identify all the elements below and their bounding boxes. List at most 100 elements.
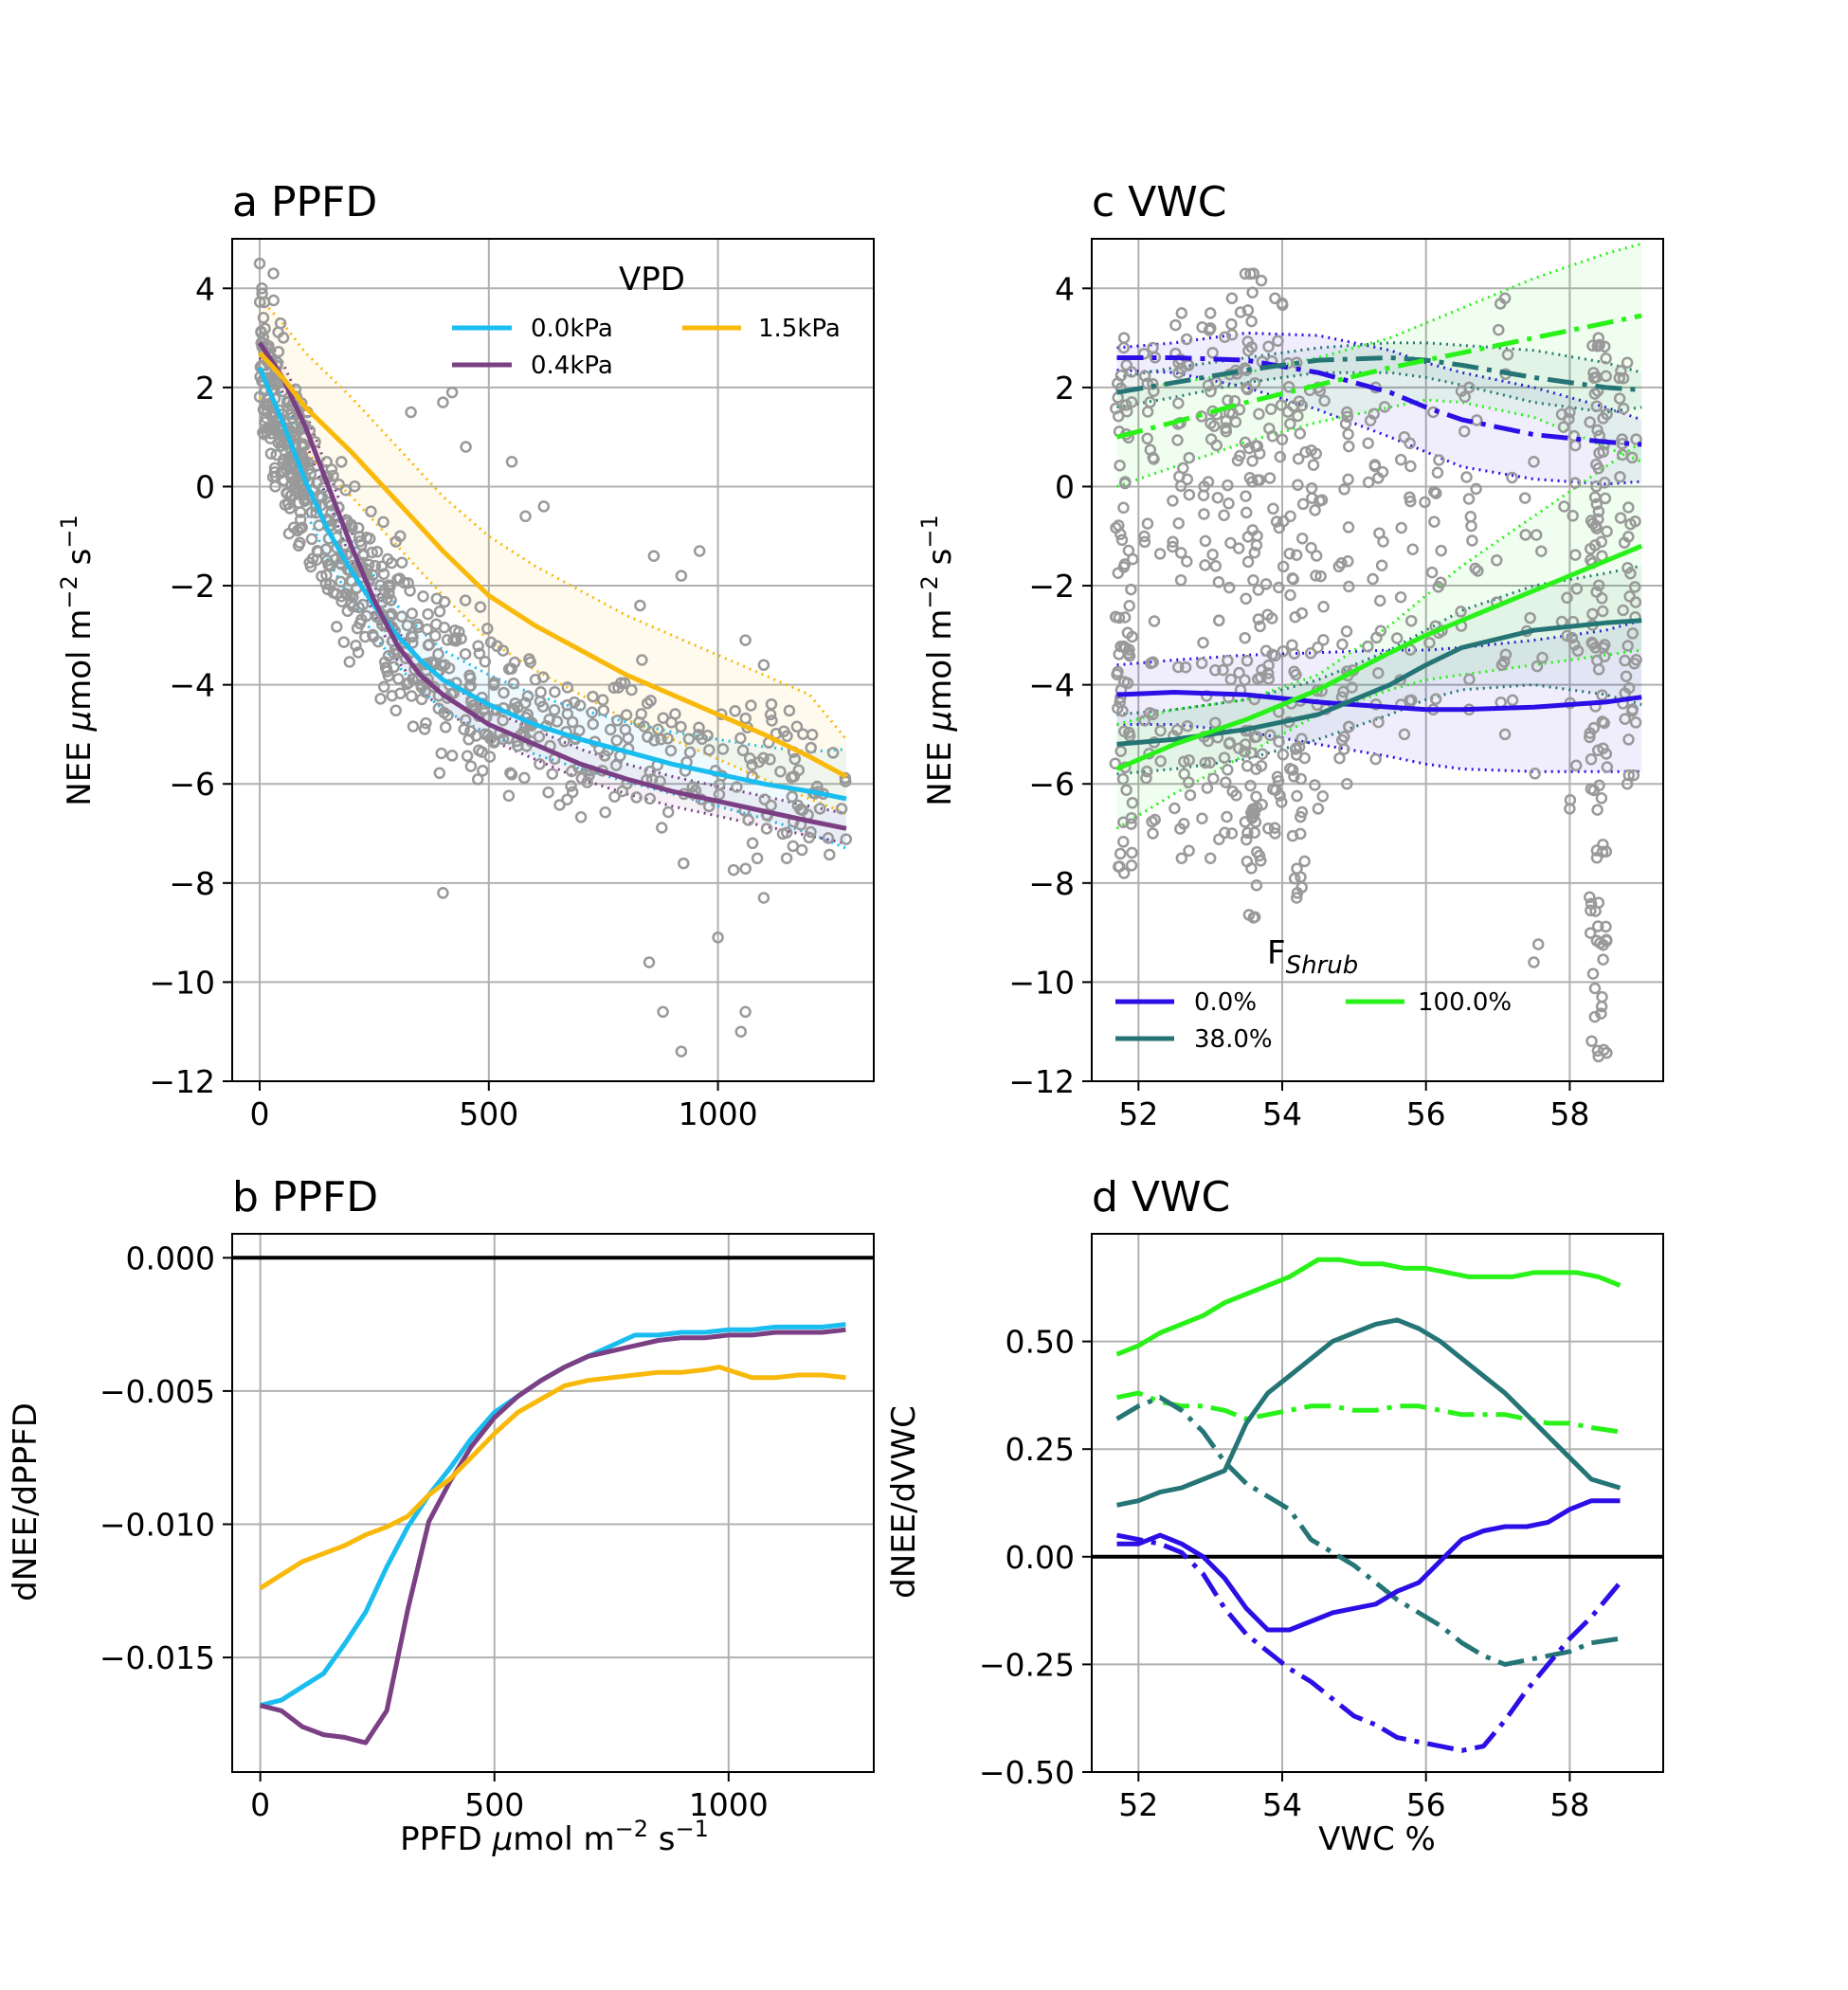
- scatter-point: [377, 568, 390, 580]
- scatter-point: [449, 632, 462, 644]
- scatter-point: [1263, 472, 1277, 484]
- scatter-point: [1276, 433, 1289, 446]
- scatter-point: [504, 767, 516, 779]
- scatter-point: [661, 805, 675, 819]
- scatter-point: [1125, 811, 1138, 824]
- scatter-point: [824, 848, 836, 861]
- scatter-point: [1224, 536, 1237, 550]
- scatter-point: [422, 607, 434, 621]
- scatter-point: [1154, 724, 1167, 737]
- scatter-point: [1338, 483, 1350, 496]
- scatter-point: [1222, 654, 1234, 667]
- scatter-point: [534, 686, 547, 698]
- scatter-point: [381, 552, 394, 566]
- scatter-point: [693, 545, 706, 557]
- scatter-point: [1147, 377, 1159, 390]
- scatter-point: [374, 693, 387, 705]
- scatter-point: [1264, 729, 1277, 742]
- scatter-point: [1564, 406, 1576, 419]
- scatter-point: [1241, 655, 1254, 667]
- scatter-point: [1299, 445, 1312, 459]
- scatter-point: [587, 717, 599, 731]
- panel-b-title: b PPFD: [232, 1173, 378, 1221]
- scatter-point: [488, 677, 500, 689]
- scatter-point: [1462, 381, 1476, 394]
- scatter-point: [1318, 394, 1331, 407]
- scatter-point: [1598, 340, 1611, 353]
- scatter-point: [1398, 430, 1411, 443]
- series-line-380-dashdot: [1115, 1395, 1621, 1667]
- scatter-point: [1624, 567, 1637, 580]
- panel-d-lines: [1092, 1257, 1663, 1753]
- scatter-point: [1295, 772, 1308, 786]
- scatter-point: [302, 462, 315, 476]
- scatter-point: [1209, 560, 1223, 572]
- scatter-point: [331, 621, 343, 633]
- scatter-point: [1295, 606, 1309, 620]
- scatter-point: [509, 696, 521, 710]
- scatter-point: [253, 257, 266, 270]
- scatter-point: [1472, 565, 1484, 577]
- scatter-point: [1536, 651, 1549, 664]
- scatter-point: [1596, 592, 1608, 605]
- scatter-point: [1137, 348, 1150, 360]
- scatter-point: [1114, 528, 1127, 541]
- scatter-point: [566, 715, 579, 729]
- scatter-point: [1118, 725, 1131, 738]
- scatter-point: [390, 704, 402, 717]
- scatter-point: [783, 704, 796, 717]
- scatter-point: [1243, 472, 1257, 484]
- scatter-point: [1234, 306, 1247, 318]
- scatter-point: [1290, 668, 1302, 681]
- scatter-point: [1592, 505, 1605, 517]
- panel-a-fit-lines: [257, 341, 848, 831]
- scatter-point: [1140, 765, 1153, 778]
- y-tick-label: −6: [1028, 766, 1075, 803]
- panel-d-title: d VWC: [1092, 1173, 1230, 1221]
- scatter-point: [546, 768, 559, 780]
- scatter-point: [1398, 728, 1411, 741]
- scatter-point: [1586, 638, 1600, 650]
- y-tick-label: −4: [169, 667, 215, 704]
- confidence-band-upper: [1116, 619, 1642, 667]
- scatter-point: [1428, 516, 1440, 528]
- scatter-point: [1145, 657, 1157, 670]
- scatter-point: [1233, 666, 1245, 679]
- scatter-point: [1205, 417, 1217, 430]
- scatter-point: [536, 700, 550, 713]
- scatter-point: [1305, 541, 1317, 554]
- scatter-point: [356, 598, 370, 611]
- scatter-point: [1230, 789, 1242, 802]
- scatter-point: [263, 424, 275, 436]
- scatter-point: [375, 560, 389, 572]
- scatter-point: [519, 510, 532, 523]
- scatter-point: [1429, 693, 1442, 705]
- scatter-point: [1267, 502, 1279, 516]
- scatter-point: [1250, 878, 1263, 892]
- scatter-point: [1277, 560, 1290, 573]
- scatter-point: [1181, 473, 1194, 486]
- scatter-point: [1112, 665, 1124, 678]
- y-tick-label: −10: [1008, 964, 1075, 1001]
- scatter-point: [746, 837, 759, 850]
- confidence-band-fill: [260, 328, 846, 844]
- scatter-point: [1306, 492, 1318, 504]
- scatter-point: [542, 786, 554, 799]
- scatter-point: [1568, 639, 1581, 651]
- scatter-point: [765, 697, 778, 711]
- scatter-point: [435, 747, 447, 760]
- y-tick-label: 0.25: [1006, 1431, 1075, 1468]
- scatter-point: [1590, 480, 1603, 493]
- scatter-point: [1201, 782, 1214, 794]
- scatter-point: [464, 679, 478, 692]
- confidence-band-upper: [258, 297, 848, 741]
- scatter-point: [1372, 472, 1385, 484]
- scatter-point: [1362, 437, 1374, 449]
- scatter-point: [1209, 716, 1222, 729]
- scatter-point: [734, 1025, 748, 1038]
- scatter-point: [599, 805, 611, 819]
- scatter-point: [1298, 751, 1311, 765]
- scatter-point: [1264, 403, 1277, 416]
- scatter-point: [727, 863, 740, 877]
- scatter-point: [1598, 650, 1611, 662]
